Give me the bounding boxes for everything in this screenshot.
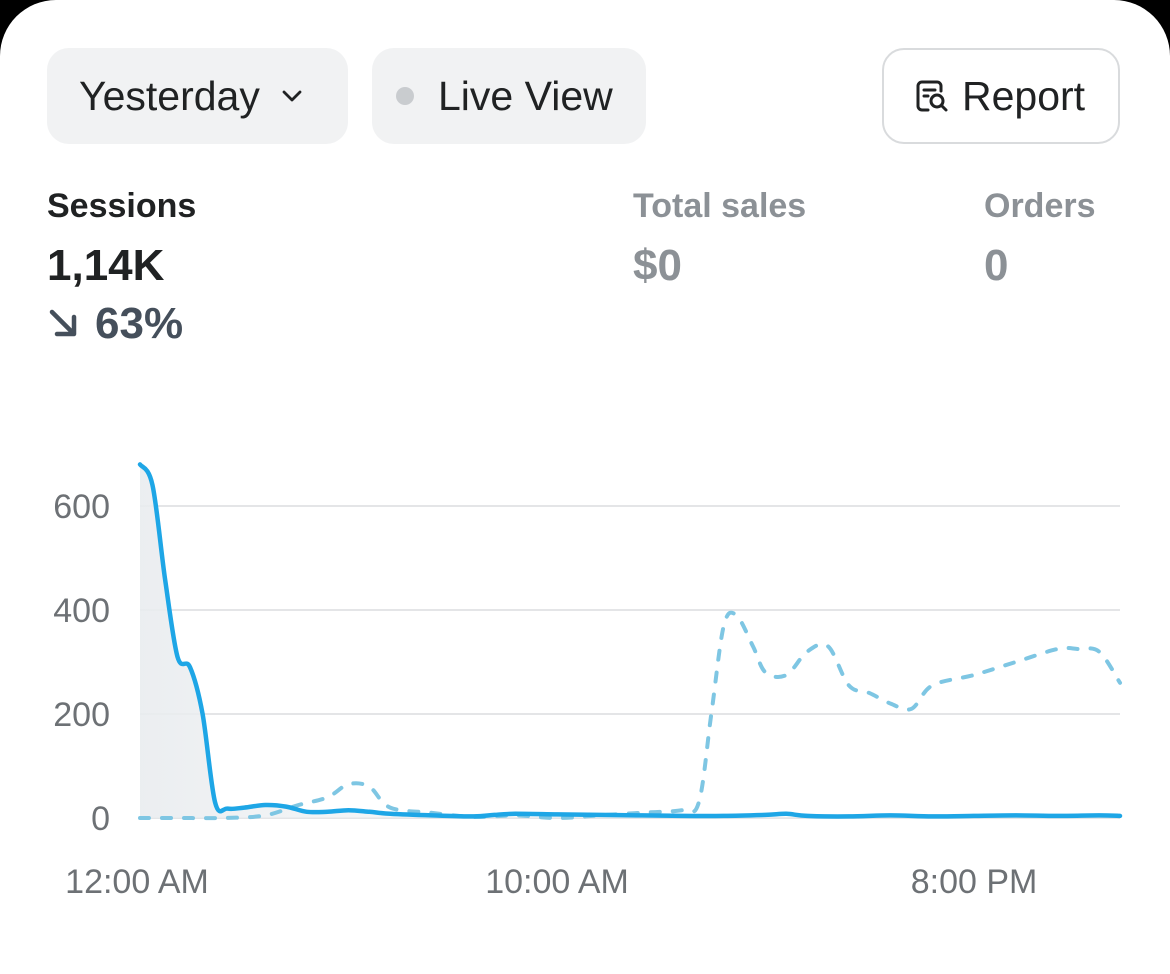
total-sales-value: $0	[633, 241, 682, 290]
x-tick-label: 10:00 AM	[485, 863, 629, 901]
sessions-label: Sessions	[47, 187, 197, 225]
x-tick-label: 12:00 AM	[65, 863, 209, 901]
report-label: Report	[962, 72, 1086, 119]
sessions-change-value: 63%	[95, 299, 184, 348]
orders-label: Orders	[984, 187, 1096, 225]
total-sales-label: Total sales	[633, 187, 807, 225]
sessions-metric[interactable]: Sessions 1,14K 63%	[47, 186, 196, 352]
live-status-dot-icon	[396, 87, 414, 105]
x-tick-label: 8:00 PM	[911, 863, 1038, 901]
chevron-down-icon	[282, 90, 302, 102]
y-tick-label: 0	[91, 800, 110, 838]
sessions-value: 1,14K	[47, 241, 165, 290]
sessions-change: 63%	[47, 296, 196, 352]
live-view-button[interactable]: Live View	[372, 48, 646, 144]
arrow-down-right-icon	[49, 309, 77, 337]
live-view-label: Live View	[438, 72, 613, 119]
chart-area-fill	[140, 464, 1120, 818]
sessions-chart[interactable]: 0 200 400 600 12:00 AM 10:00 AM 8:00 PM	[0, 440, 1170, 920]
date-range-selector[interactable]: Yesterday	[47, 48, 348, 144]
orders-metric[interactable]: Orders 0	[984, 186, 1096, 294]
y-tick-label: 400	[53, 592, 110, 630]
date-range-label: Yesterday	[79, 72, 260, 119]
report-button[interactable]: Report	[882, 48, 1120, 144]
y-tick-label: 600	[53, 488, 110, 526]
series-line-yesterday	[137, 462, 1123, 819]
orders-value: 0	[984, 241, 1009, 290]
total-sales-metric[interactable]: Total sales $0	[633, 186, 806, 294]
report-search-icon	[916, 80, 948, 112]
series-line-previous-period	[138, 610, 1122, 821]
y-tick-label: 200	[53, 696, 110, 734]
